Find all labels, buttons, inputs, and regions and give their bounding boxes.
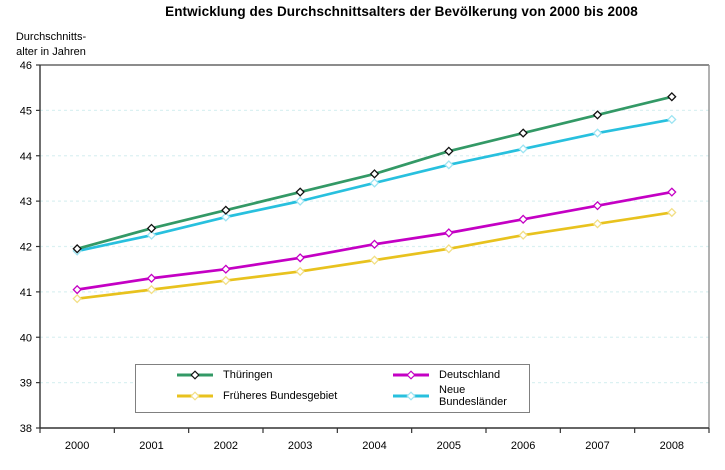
data-point-marker-neue-bundeslaender [221, 212, 231, 222]
legend-item-thueringen: Thüringen [176, 369, 392, 381]
y-tick-label: 38 [20, 423, 32, 435]
chart-title: Entwicklung des Durchschnittsalters der … [165, 4, 638, 19]
legend-swatch-neue-bundeslaender-icon [393, 391, 429, 401]
series-thueringen [72, 92, 677, 254]
data-point-marker-neue-bundeslaender [667, 114, 677, 125]
x-tick-label: 2002 [214, 440, 238, 452]
data-point-marker-deutschland [72, 284, 82, 295]
legend-item-neue-bundeslaender: Neue Bundesländer [392, 384, 529, 408]
data-point-marker-deutschland [221, 264, 231, 274]
y-tick-label: 46 [20, 60, 32, 72]
legend-marker-thueringen [190, 370, 200, 380]
data-point-marker-frueheres-bundesgebiet [295, 266, 305, 277]
legend-swatch-deutschland-icon [393, 370, 429, 380]
data-point-marker-thueringen [667, 92, 677, 102]
legend: Thüringen Deutschland Früheres Bundesgeb… [135, 364, 530, 413]
y-tick-label: 43 [20, 196, 32, 208]
data-point-marker-deutschland [518, 214, 528, 224]
data-point-marker-frueheres-bundesgebiet [72, 293, 82, 304]
x-tick-label: 2004 [362, 440, 386, 452]
data-point-marker-neue-bundeslaender [146, 230, 157, 240]
data-point-marker-deutschland [295, 253, 305, 263]
x-tick-label: 2007 [585, 440, 609, 452]
data-point-marker-thueringen [369, 169, 380, 179]
y-axis-label: Durchschnitts- alter in Jahren [2, 30, 100, 60]
data-point-marker-deutschland [444, 228, 454, 238]
data-point-marker-frueheres-bundesgebiet [369, 255, 380, 265]
series-neue-bundeslaender [72, 114, 677, 256]
y-tick-label: 40 [20, 332, 32, 344]
data-point-marker-neue-bundeslaender [518, 144, 528, 154]
legend-item-frueheres-bundesgebiet: Früheres Bundesgebiet [176, 384, 392, 408]
y-tick-label: 44 [20, 151, 32, 163]
legend-swatch-frueheres-bundesgebiet-icon [177, 391, 213, 401]
legend-label-deutschland: Deutschland [439, 369, 501, 381]
y-tick-label: 42 [20, 242, 32, 254]
data-point-marker-thueringen [592, 110, 603, 120]
data-point-marker-thueringen [221, 205, 231, 215]
series-frueheres-bundesgebiet [72, 207, 677, 304]
data-point-marker-frueheres-bundesgebiet [146, 284, 157, 295]
y-axis-label-line1: Durchschnitts- [15, 31, 87, 43]
data-point-marker-frueheres-bundesgebiet [444, 244, 454, 254]
data-point-marker-thueringen [444, 146, 454, 156]
data-point-marker-thueringen [146, 223, 157, 234]
data-point-marker-deutschland [592, 200, 603, 211]
legend-marker-neue-bundeslaender [406, 391, 416, 401]
x-tick-label: 2000 [65, 440, 89, 452]
data-point-marker-neue-bundeslaender [295, 196, 305, 206]
legend-swatch-thueringen-icon [177, 370, 213, 380]
data-point-marker-frueheres-bundesgebiet [667, 207, 677, 218]
legend-label-thueringen: Thüringen [223, 369, 273, 381]
x-tick-label: 2005 [437, 440, 461, 452]
legend-item-deutschland: Deutschland [392, 369, 529, 381]
data-point-marker-neue-bundeslaender [369, 178, 380, 188]
data-point-marker-frueheres-bundesgebiet [518, 230, 528, 240]
legend-marker-frueheres-bundesgebiet [190, 391, 200, 401]
data-point-marker-deutschland [667, 187, 677, 197]
x-tick-label: 2001 [139, 440, 163, 452]
y-tick-label: 39 [20, 378, 32, 390]
x-tick-label: 2006 [511, 440, 535, 452]
data-point-marker-deutschland [146, 273, 157, 283]
legend-marker-deutschland [406, 370, 416, 380]
data-point-marker-deutschland [369, 239, 380, 249]
data-point-marker-frueheres-bundesgebiet [221, 275, 231, 286]
legend-label-frueheres-bundesgebiet: Früheres Bundesgebiet [223, 390, 338, 402]
data-point-marker-neue-bundeslaender [592, 128, 603, 138]
x-tick-label: 2003 [288, 440, 312, 452]
data-point-marker-thueringen [295, 187, 305, 197]
y-axis-label-line2: alter in Jahren [16, 46, 86, 58]
series-deutschland [72, 187, 677, 295]
data-point-marker-frueheres-bundesgebiet [592, 219, 603, 229]
y-tick-label: 45 [20, 105, 32, 117]
y-tick-label: 41 [20, 287, 32, 299]
data-point-marker-thueringen [518, 128, 528, 138]
data-point-marker-thueringen [72, 244, 82, 254]
legend-label-neue-bundeslaender: Neue Bundesländer [439, 384, 507, 408]
x-tick-label: 2008 [660, 440, 684, 452]
data-point-marker-neue-bundeslaender [444, 160, 454, 170]
